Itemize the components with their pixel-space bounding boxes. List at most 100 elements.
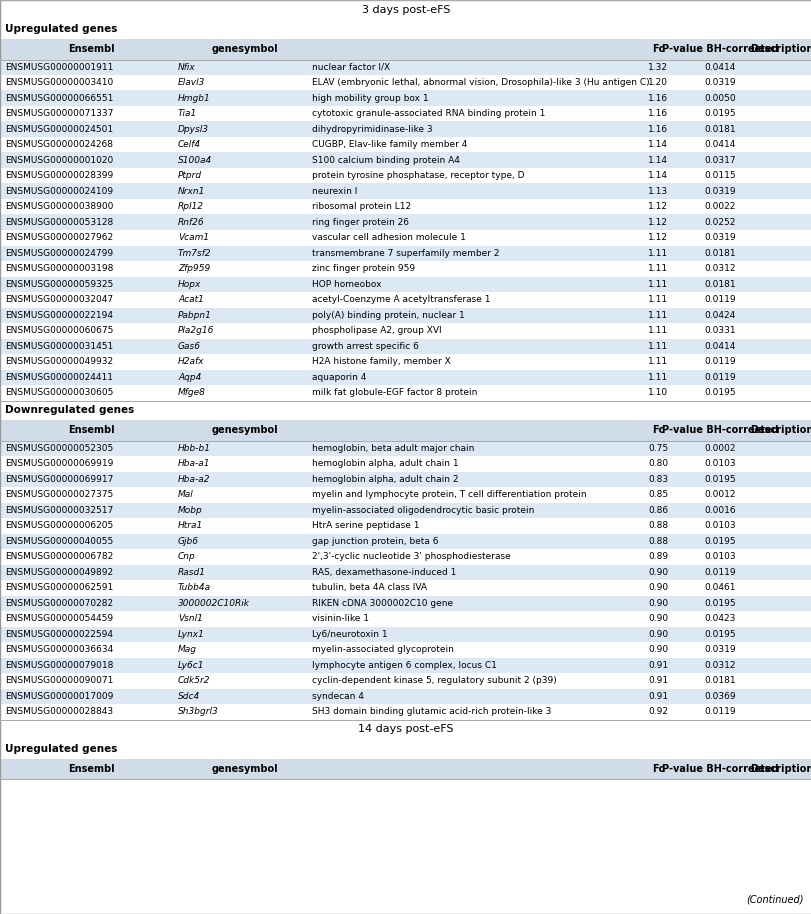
Text: ENSMUSG00000036634: ENSMUSG00000036634 xyxy=(5,645,113,654)
Text: Cnp: Cnp xyxy=(178,552,195,561)
Text: Nfix: Nfix xyxy=(178,63,195,72)
Text: 0.0016: 0.0016 xyxy=(703,505,735,515)
Text: dihydropyrimidinase-like 3: dihydropyrimidinase-like 3 xyxy=(311,124,432,133)
Bar xyxy=(0,59,811,75)
Text: 0.0103: 0.0103 xyxy=(703,459,735,468)
Text: 0.86: 0.86 xyxy=(647,505,667,515)
Bar xyxy=(0,0,811,19)
Text: genesymbol: genesymbol xyxy=(212,764,278,774)
Text: milk fat globule-EGF factor 8 protein: milk fat globule-EGF factor 8 protein xyxy=(311,388,477,398)
Text: high mobility group box 1: high mobility group box 1 xyxy=(311,94,428,102)
Text: 1.12: 1.12 xyxy=(647,218,667,227)
Bar xyxy=(0,565,811,580)
Text: ENSMUSG00000090071: ENSMUSG00000090071 xyxy=(5,676,114,686)
Text: 0.0423: 0.0423 xyxy=(703,614,735,623)
Text: 3000002C10Rik: 3000002C10Rik xyxy=(178,599,250,608)
Text: 0.0119: 0.0119 xyxy=(703,373,735,382)
Text: Hmgb1: Hmgb1 xyxy=(178,94,211,102)
Text: ENSMUSG00000052305: ENSMUSG00000052305 xyxy=(5,444,113,452)
Text: Mobp: Mobp xyxy=(178,505,203,515)
Bar xyxy=(0,673,811,688)
Text: Fc: Fc xyxy=(651,764,663,774)
Bar xyxy=(0,642,811,657)
Text: genesymbol: genesymbol xyxy=(212,425,278,435)
Text: Description: Description xyxy=(749,44,811,54)
Text: myelin and lymphocyte protein, T cell differentiation protein: myelin and lymphocyte protein, T cell di… xyxy=(311,490,586,499)
Text: Dpysl3: Dpysl3 xyxy=(178,124,208,133)
Text: H2afx: H2afx xyxy=(178,357,204,367)
Bar xyxy=(0,292,811,307)
Text: 1.20: 1.20 xyxy=(647,79,667,87)
Text: 1.11: 1.11 xyxy=(647,249,667,258)
Text: Elavl3: Elavl3 xyxy=(178,79,205,87)
Text: 1.16: 1.16 xyxy=(647,94,667,102)
Text: 0.0319: 0.0319 xyxy=(703,79,735,87)
Bar xyxy=(0,184,811,199)
Text: 0.0195: 0.0195 xyxy=(703,537,735,546)
Text: 1.12: 1.12 xyxy=(647,202,667,211)
Bar xyxy=(0,19,811,39)
Text: ENSMUSG00000003410: ENSMUSG00000003410 xyxy=(5,79,113,87)
Text: Ensembl: Ensembl xyxy=(68,44,114,54)
Text: myelin-associated oligodendrocytic basic protein: myelin-associated oligodendrocytic basic… xyxy=(311,505,534,515)
Text: protein tyrosine phosphatase, receptor type, D: protein tyrosine phosphatase, receptor t… xyxy=(311,171,524,180)
Text: ENSMUSG00000030605: ENSMUSG00000030605 xyxy=(5,388,114,398)
Text: phospholipase A2, group XVI: phospholipase A2, group XVI xyxy=(311,326,441,335)
Text: visinin-like 1: visinin-like 1 xyxy=(311,614,368,623)
Text: Description: Description xyxy=(749,425,811,435)
Text: P-value BH-corrected: P-value BH-corrected xyxy=(661,44,778,54)
Text: 0.0414: 0.0414 xyxy=(703,342,735,351)
Bar xyxy=(0,626,811,642)
Text: 1.14: 1.14 xyxy=(647,155,667,165)
Text: Gjb6: Gjb6 xyxy=(178,537,199,546)
Text: Hba-a2: Hba-a2 xyxy=(178,474,210,484)
Bar xyxy=(0,739,811,759)
Text: myelin-associated glycoprotein: myelin-associated glycoprotein xyxy=(311,645,453,654)
Text: Celf4: Celf4 xyxy=(178,140,201,149)
Text: 0.75: 0.75 xyxy=(647,444,667,452)
Text: poly(A) binding protein, nuclear 1: poly(A) binding protein, nuclear 1 xyxy=(311,311,464,320)
Text: 0.0312: 0.0312 xyxy=(703,264,735,273)
Bar xyxy=(0,137,811,153)
Text: ribosomal protein L12: ribosomal protein L12 xyxy=(311,202,410,211)
Text: cytotoxic granule-associated RNA binding protein 1: cytotoxic granule-associated RNA binding… xyxy=(311,110,545,118)
Text: 0.0319: 0.0319 xyxy=(703,233,735,242)
Text: ENSMUSG00000028843: ENSMUSG00000028843 xyxy=(5,707,113,717)
Text: ENSMUSG00000024268: ENSMUSG00000024268 xyxy=(5,140,113,149)
Text: Ensembl: Ensembl xyxy=(68,425,114,435)
Text: 0.0414: 0.0414 xyxy=(703,63,735,72)
Text: ENSMUSG00000032047: ENSMUSG00000032047 xyxy=(5,295,113,304)
Text: tubulin, beta 4A class IVA: tubulin, beta 4A class IVA xyxy=(311,583,427,592)
Text: ENSMUSG00000049892: ENSMUSG00000049892 xyxy=(5,568,113,577)
Text: P-value BH-corrected: P-value BH-corrected xyxy=(661,764,778,774)
Bar xyxy=(0,369,811,385)
Bar xyxy=(0,580,811,596)
Text: S100 calcium binding protein A4: S100 calcium binding protein A4 xyxy=(311,155,459,165)
Text: ENSMUSG00000060675: ENSMUSG00000060675 xyxy=(5,326,114,335)
Text: Tia1: Tia1 xyxy=(178,110,197,118)
Text: ENSMUSG00000032517: ENSMUSG00000032517 xyxy=(5,505,113,515)
Text: 0.80: 0.80 xyxy=(647,459,667,468)
Text: ENSMUSG00000024109: ENSMUSG00000024109 xyxy=(5,186,113,196)
Text: Ly6c1: Ly6c1 xyxy=(178,661,204,670)
Text: Description: Description xyxy=(749,764,811,774)
Text: Pabpn1: Pabpn1 xyxy=(178,311,212,320)
Text: ENSMUSG00000062591: ENSMUSG00000062591 xyxy=(5,583,113,592)
Text: ENSMUSG00000040055: ENSMUSG00000040055 xyxy=(5,537,113,546)
Text: gap junction protein, beta 6: gap junction protein, beta 6 xyxy=(311,537,438,546)
Text: ENSMUSG00000027962: ENSMUSG00000027962 xyxy=(5,233,113,242)
Text: 0.0119: 0.0119 xyxy=(703,707,735,717)
Text: ENSMUSG00000054459: ENSMUSG00000054459 xyxy=(5,614,113,623)
Text: 0.0312: 0.0312 xyxy=(703,661,735,670)
Text: 0.90: 0.90 xyxy=(647,630,667,639)
Bar xyxy=(0,534,811,549)
Text: Nrxn1: Nrxn1 xyxy=(178,186,205,196)
Text: 2',3'-cyclic nucleotide 3' phosphodiesterase: 2',3'-cyclic nucleotide 3' phosphodieste… xyxy=(311,552,510,561)
Text: 0.0317: 0.0317 xyxy=(703,155,735,165)
Text: 1.11: 1.11 xyxy=(647,373,667,382)
Text: P-value BH-corrected: P-value BH-corrected xyxy=(661,425,778,435)
Bar xyxy=(0,549,811,565)
Text: ENSMUSG00000038900: ENSMUSG00000038900 xyxy=(5,202,114,211)
Text: 0.0331: 0.0331 xyxy=(703,326,735,335)
Text: 0.0022: 0.0022 xyxy=(703,202,735,211)
